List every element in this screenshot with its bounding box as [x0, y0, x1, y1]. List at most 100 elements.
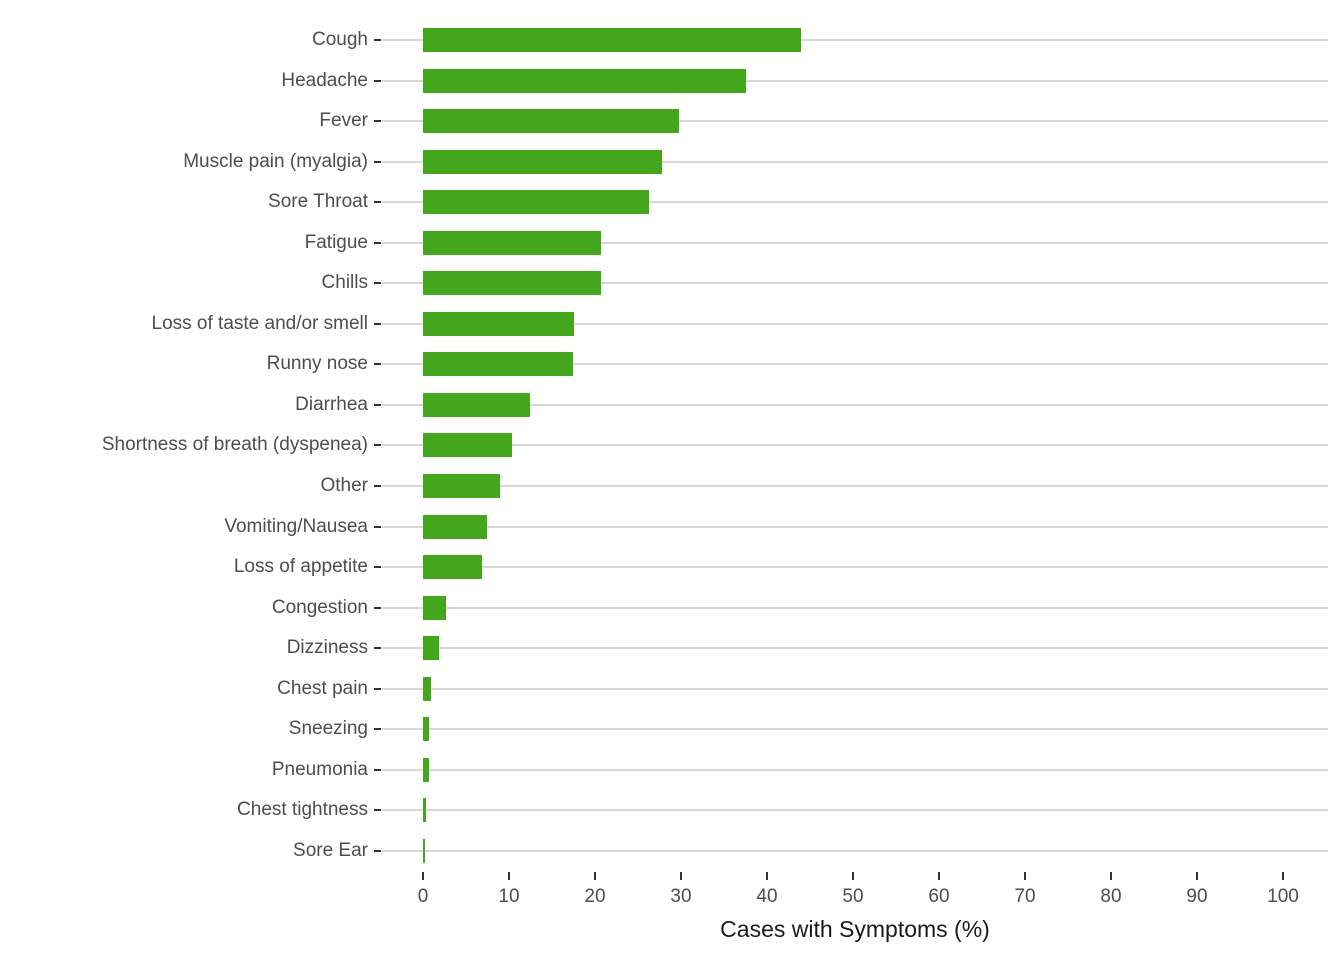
bar [423, 757, 430, 782]
row-gridline [382, 849, 1328, 852]
category-label: Sore Ear [293, 839, 368, 861]
category-label: Congestion [271, 596, 368, 618]
bar [423, 676, 431, 701]
category-label: Pneumonia [271, 758, 368, 780]
category-label: Shortness of breath (dyspenea) [101, 434, 368, 456]
chart-row: Diarrhea [0, 385, 1344, 426]
chart-row: Loss of taste and/or smell [0, 304, 1344, 345]
x-axis-tick-mark [766, 872, 768, 880]
bar [423, 474, 501, 499]
chart-row: Cough [0, 20, 1344, 61]
x-axis-tick-label: 50 [842, 886, 864, 907]
row-gridline [382, 201, 1328, 204]
category-label: Chest tightness [237, 799, 368, 821]
category-label: Diarrhea [295, 393, 368, 415]
x-axis-tick-mark [680, 872, 682, 880]
bar [423, 352, 573, 377]
x-axis-tick-label: 10 [498, 886, 520, 907]
row-gridline [382, 38, 1328, 41]
chart-row: Chest pain [0, 669, 1344, 710]
category-label: Fever [319, 110, 368, 132]
category-label: Sneezing [288, 718, 368, 740]
x-axis-tick-mark [1282, 872, 1284, 880]
x-axis-tick-label: 40 [756, 886, 778, 907]
bar [423, 68, 746, 93]
category-label: Headache [281, 69, 368, 91]
row-gridline [382, 282, 1328, 285]
chart-row: Fever [0, 101, 1344, 142]
y-axis-tick-mark [374, 120, 381, 123]
x-axis-tick-mark [938, 872, 940, 880]
chart-row: Headache [0, 60, 1344, 101]
row-gridline [382, 525, 1328, 528]
category-label: Cough [312, 28, 368, 50]
category-label: Vomiting/Nausea [224, 515, 368, 537]
chart-row: Fatigue [0, 222, 1344, 263]
row-gridline [382, 606, 1328, 609]
chart-row: Sore Ear [0, 831, 1344, 872]
row-gridline [382, 363, 1328, 366]
category-label: Fatigue [304, 231, 368, 253]
category-label: Chest pain [277, 677, 368, 699]
y-axis-tick-mark [374, 282, 381, 285]
bar [423, 311, 575, 336]
row-gridline [382, 403, 1328, 406]
y-axis-tick-mark [374, 606, 381, 609]
chart-row: Muscle pain (myalgia) [0, 141, 1344, 182]
category-label: Muscle pain (myalgia) [183, 150, 368, 172]
chart-row: Sore Throat [0, 182, 1344, 223]
bar [423, 555, 483, 580]
x-axis-tick-label: 0 [417, 886, 429, 907]
chart-row: Vomiting/Nausea [0, 506, 1344, 547]
y-axis-tick-mark [374, 485, 381, 488]
y-axis-tick-mark [374, 403, 381, 406]
y-axis-tick-mark [374, 160, 381, 163]
row-gridline [382, 647, 1328, 650]
row-gridline [382, 120, 1328, 123]
x-axis-tick-label: 90 [1186, 886, 1208, 907]
x-axis-tick-mark [1024, 872, 1026, 880]
bar [423, 717, 430, 742]
x-axis-tick-mark [594, 872, 596, 880]
bar [423, 595, 447, 620]
row-gridline [382, 322, 1328, 325]
row-gridline [382, 728, 1328, 731]
chart-row: Chest tightness [0, 790, 1344, 831]
x-axis-tick-mark [508, 872, 510, 880]
y-axis-tick-mark [374, 201, 381, 204]
bar [423, 230, 602, 255]
bar [423, 433, 513, 458]
row-gridline [382, 79, 1328, 82]
y-axis-tick-mark [374, 809, 381, 812]
y-axis-tick-mark [374, 322, 381, 325]
row-gridline [382, 566, 1328, 569]
bar [423, 109, 680, 134]
chart-row: Dizziness [0, 628, 1344, 669]
y-axis-tick-mark [374, 444, 381, 447]
category-label: Loss of taste and/or smell [151, 312, 369, 334]
y-axis-tick-mark [374, 38, 381, 41]
x-axis-tick-mark [1110, 872, 1112, 880]
chart-row: Runny nose [0, 344, 1344, 385]
x-axis-tick-mark [422, 872, 424, 880]
chart-row: Shortness of breath (dyspenea) [0, 425, 1344, 466]
bar [423, 271, 602, 296]
bar [423, 838, 425, 863]
category-label: Sore Throat [268, 191, 368, 213]
row-gridline [382, 687, 1328, 690]
chart-row: Congestion [0, 587, 1344, 628]
y-axis-tick-mark [374, 768, 381, 771]
x-axis-tick-mark [1196, 872, 1198, 880]
bar [423, 514, 487, 539]
y-axis-tick-mark [374, 728, 381, 731]
category-label: Other [320, 475, 368, 497]
y-axis-tick-mark [374, 647, 381, 650]
x-axis-tick-label: 60 [928, 886, 950, 907]
bar [423, 149, 663, 174]
chart-row: Other [0, 466, 1344, 507]
row-gridline [382, 241, 1328, 244]
y-axis-tick-mark [374, 849, 381, 852]
x-axis-tick-label: 30 [670, 886, 692, 907]
x-axis-title: Cases with Symptoms (%) [720, 916, 990, 942]
y-axis-tick-mark [374, 525, 381, 528]
